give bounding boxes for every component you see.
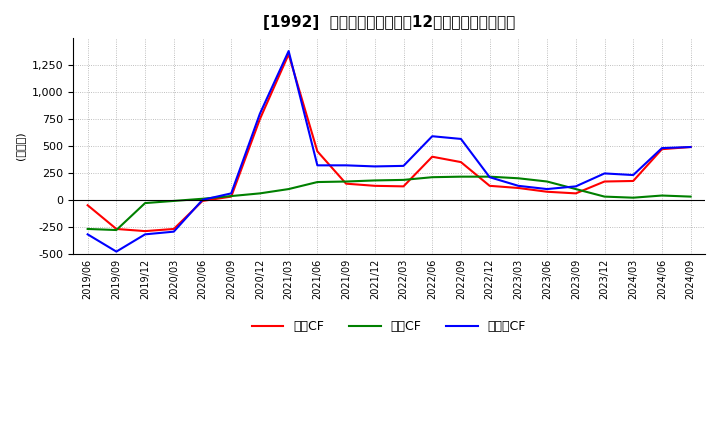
フリーCF: [456, 136, 465, 142]
フリーCF: [399, 163, 408, 169]
営業CF: [686, 144, 695, 150]
営業CF: [543, 189, 552, 194]
フリーCF: [428, 134, 436, 139]
営業CF: [256, 116, 264, 121]
営業CF: [600, 179, 609, 184]
営業CF: [112, 226, 121, 231]
投賃CF: [112, 227, 121, 233]
フリーCF: [313, 163, 322, 168]
営業CF: [342, 181, 351, 186]
営業CF: [313, 149, 322, 154]
投賃CF: [198, 196, 207, 202]
フリーCF: [112, 249, 121, 254]
営業CF: [514, 185, 523, 191]
営業CF: [428, 154, 436, 159]
投賃CF: [227, 194, 235, 199]
投賃CF: [371, 178, 379, 183]
投賃CF: [456, 174, 465, 180]
フリーCF: [84, 232, 92, 237]
投賃CF: [543, 179, 552, 184]
投賃CF: [514, 176, 523, 181]
フリーCF: [572, 184, 580, 189]
営業CF: [657, 147, 666, 152]
投賃CF: [140, 201, 149, 206]
営業CF: [399, 184, 408, 189]
フリーCF: [140, 232, 149, 237]
フリーCF: [284, 48, 293, 54]
フリーCF: [371, 164, 379, 169]
営業CF: [485, 183, 494, 188]
営業CF: [227, 194, 235, 199]
投賃CF: [600, 194, 609, 199]
フリーCF: [342, 163, 351, 168]
Title: [1992]  キャッシュフローの12か月移動合計の推移: [1992] キャッシュフローの12か月移動合計の推移: [263, 15, 516, 30]
フリーCF: [686, 144, 695, 150]
営業CF: [456, 159, 465, 165]
営業CF: [198, 198, 207, 204]
フリーCF: [485, 175, 494, 180]
投賃CF: [256, 191, 264, 196]
投賃CF: [629, 195, 637, 200]
投賃CF: [399, 177, 408, 183]
投賃CF: [686, 194, 695, 199]
フリーCF: [198, 197, 207, 202]
Line: フリーCF: フリーCF: [88, 51, 690, 252]
フリーCF: [514, 183, 523, 188]
フリーCF: [256, 111, 264, 116]
投賃CF: [485, 174, 494, 180]
フリーCF: [227, 191, 235, 196]
投賃CF: [284, 187, 293, 192]
投賃CF: [657, 193, 666, 198]
営業CF: [629, 178, 637, 183]
Line: 営業CF: 営業CF: [88, 54, 690, 231]
投賃CF: [169, 198, 178, 204]
Line: 投賃CF: 投賃CF: [88, 177, 690, 230]
営業CF: [140, 228, 149, 234]
フリーCF: [657, 146, 666, 151]
投賃CF: [84, 226, 92, 231]
投賃CF: [342, 179, 351, 184]
営業CF: [169, 226, 178, 231]
フリーCF: [543, 187, 552, 192]
営業CF: [284, 51, 293, 57]
投賃CF: [428, 175, 436, 180]
Legend: 営業CF, 投賃CF, フリーCF: 営業CF, 投賃CF, フリーCF: [247, 315, 531, 338]
営業CF: [572, 191, 580, 196]
フリーCF: [629, 172, 637, 178]
営業CF: [371, 183, 379, 188]
営業CF: [84, 202, 92, 208]
投賃CF: [572, 187, 580, 192]
フリーCF: [169, 229, 178, 234]
フリーCF: [600, 171, 609, 176]
投賃CF: [313, 180, 322, 185]
Y-axis label: (百万円): (百万円): [15, 132, 25, 160]
